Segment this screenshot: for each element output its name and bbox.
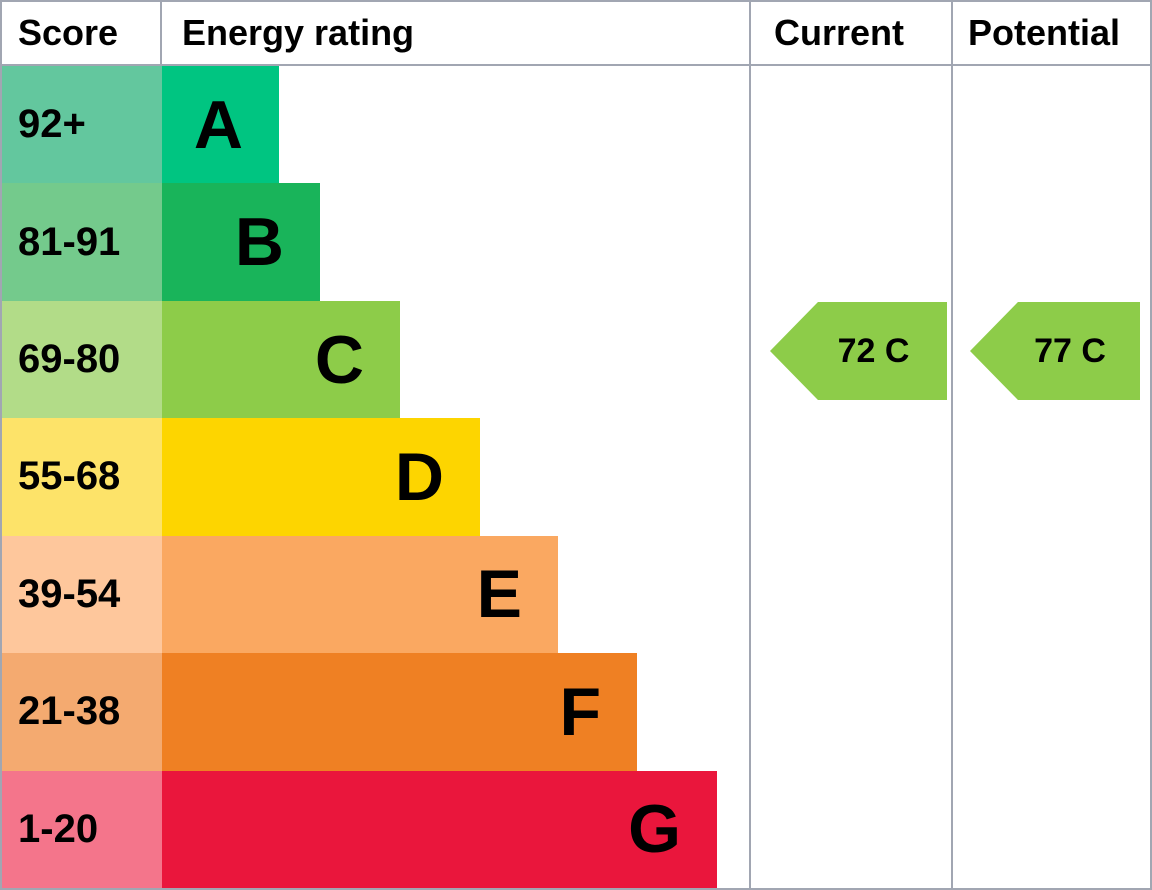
potential-column-header: Potential [968, 12, 1121, 53]
band-row-g: 1-20 G [2, 770, 1150, 888]
score-cell-c: 69-80 [2, 300, 162, 419]
rating-letter-d: D [394, 438, 444, 515]
current-rating-label: 72 C [837, 331, 910, 370]
rating-bar-f: F [162, 653, 637, 771]
score-rating-divider [160, 2, 162, 64]
rating-bar-g: G [162, 770, 717, 888]
score-cell-b: 81-91 [2, 183, 162, 301]
score-column-header: Score [18, 12, 119, 53]
header-row: Score Energy rating Current Potential [2, 2, 1150, 66]
band-row-b: 81-91 B [2, 183, 1150, 301]
rating-bar-b: B [162, 183, 320, 301]
band-row-f: 21-38 F [2, 653, 1150, 771]
score-cell-f: 21-38 [2, 653, 162, 771]
current-column-header: Current [774, 12, 905, 53]
band-row-a: 92+ A [2, 66, 1150, 184]
rating-bar-d: D [162, 418, 480, 536]
rating-bar-a: A [162, 66, 279, 184]
energy-rating-column-header: Energy rating [182, 12, 415, 53]
band-row-c: 69-80 C [2, 300, 1150, 419]
rating-letter-b: B [234, 204, 284, 281]
potential-rating-label: 77 C [1034, 331, 1106, 370]
rating-letter-e: E [476, 556, 522, 633]
rating-bar-c: C [162, 300, 400, 419]
rating-bar-e: E [162, 535, 558, 654]
rating-letter-a: A [193, 86, 243, 163]
score-cell-g: 1-20 [2, 770, 162, 888]
score-cell-d: 55-68 [2, 418, 162, 536]
score-cell-a: 92+ [2, 66, 162, 184]
score-cell-e: 39-54 [2, 535, 162, 654]
current-column-divider [749, 2, 751, 888]
rating-bands: 92+ A 81-91 B 69-80 C 55-68 D 39-54 [2, 66, 1150, 888]
band-row-e: 39-54 E [2, 535, 1150, 654]
band-row-d: 55-68 D [2, 418, 1150, 536]
rating-letter-g: G [628, 791, 681, 868]
potential-column-divider [951, 2, 953, 888]
rating-letter-f: F [559, 673, 601, 750]
rating-letter-c: C [314, 321, 364, 398]
